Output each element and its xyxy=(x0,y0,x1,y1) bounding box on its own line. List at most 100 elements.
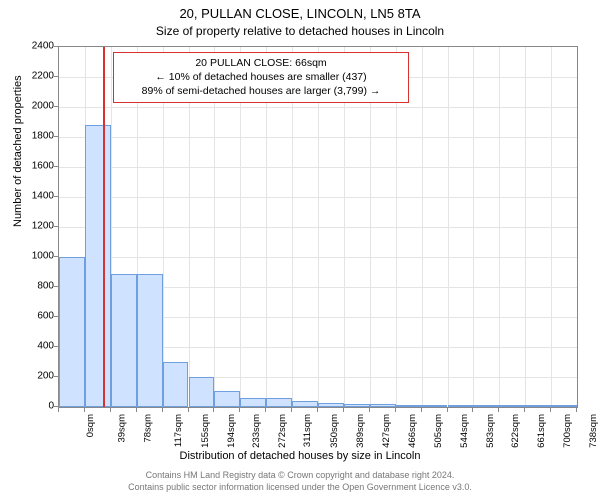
x-tick-mark xyxy=(395,408,396,412)
x-tick-label: 311sqm xyxy=(302,414,313,447)
y-tick-label: 1400 xyxy=(14,191,54,202)
y-tick-label: 1200 xyxy=(14,221,54,232)
histogram-bar xyxy=(240,398,266,407)
chart-title: 20, PULLAN CLOSE, LINCOLN, LN5 8TA xyxy=(0,6,600,21)
footer-line-2: Contains public sector information licen… xyxy=(0,482,600,494)
y-tick-label: 200 xyxy=(14,371,54,382)
x-tick-label: 661sqm xyxy=(536,414,547,448)
x-tick-label: 505sqm xyxy=(433,414,444,448)
y-tick-mark xyxy=(54,376,58,377)
x-tick-mark xyxy=(524,408,525,412)
x-tick-mark xyxy=(472,408,473,412)
annotation-line-2: ← 10% of detached houses are smaller (43… xyxy=(122,70,400,84)
y-tick-mark xyxy=(54,76,58,77)
y-tick-mark xyxy=(54,46,58,47)
x-tick-label: 583sqm xyxy=(484,414,495,448)
footer: Contains HM Land Registry data © Crown c… xyxy=(0,470,600,493)
chart-subtitle: Size of property relative to detached ho… xyxy=(0,24,600,38)
histogram-bar xyxy=(163,362,189,407)
y-tick-mark xyxy=(54,226,58,227)
x-tick-mark xyxy=(498,408,499,412)
x-tick-mark xyxy=(162,408,163,412)
histogram-bar xyxy=(137,274,163,408)
x-tick-label: 544sqm xyxy=(458,414,469,448)
histogram-bar xyxy=(396,405,422,407)
y-tick-label: 800 xyxy=(14,281,54,292)
x-tick-mark xyxy=(369,408,370,412)
histogram-bar xyxy=(525,405,551,407)
x-tick-mark xyxy=(550,408,551,412)
x-tick-label: 700sqm xyxy=(562,414,573,448)
x-tick-mark xyxy=(576,408,577,412)
gridline-v xyxy=(525,47,526,407)
y-tick-label: 0 xyxy=(14,401,54,412)
annotation-line-1: 20 PULLAN CLOSE: 66sqm xyxy=(122,56,400,70)
x-tick-label: 272sqm xyxy=(277,414,288,448)
histogram-bar xyxy=(344,404,370,407)
plot-area: 20 PULLAN CLOSE: 66sqm ← 10% of detached… xyxy=(58,46,578,408)
histogram-bar xyxy=(85,125,111,407)
y-axis-title: Number of detached properties xyxy=(12,75,24,227)
histogram-bar xyxy=(499,405,525,407)
x-tick-label: 389sqm xyxy=(355,414,366,448)
x-tick-label: 117sqm xyxy=(173,414,184,447)
x-tick-label: 233sqm xyxy=(251,414,262,448)
histogram-bar xyxy=(448,405,474,407)
x-tick-mark xyxy=(317,408,318,412)
histogram-bar xyxy=(551,405,577,407)
gridline-v xyxy=(448,47,449,407)
x-tick-label: 738sqm xyxy=(588,414,599,448)
y-tick-label: 2000 xyxy=(14,101,54,112)
y-tick-mark xyxy=(54,256,58,257)
x-tick-mark xyxy=(343,408,344,412)
histogram-bar xyxy=(59,257,85,407)
chart-container: 20, PULLAN CLOSE, LINCOLN, LN5 8TA Size … xyxy=(0,0,600,500)
y-tick-mark xyxy=(54,406,58,407)
y-tick-mark xyxy=(54,166,58,167)
x-tick-mark xyxy=(291,408,292,412)
x-tick-label: 155sqm xyxy=(199,414,210,448)
y-tick-label: 1000 xyxy=(14,251,54,262)
y-tick-label: 2400 xyxy=(14,41,54,52)
y-tick-label: 2200 xyxy=(14,71,54,82)
x-tick-mark xyxy=(58,408,59,412)
y-tick-label: 600 xyxy=(14,311,54,322)
x-tick-mark xyxy=(265,408,266,412)
x-tick-mark xyxy=(188,408,189,412)
gridline-v xyxy=(499,47,500,407)
histogram-bar xyxy=(111,274,137,408)
y-tick-mark xyxy=(54,196,58,197)
x-axis-title: Distribution of detached houses by size … xyxy=(0,450,600,462)
x-tick-label: 39sqm xyxy=(116,414,127,443)
x-tick-mark xyxy=(447,408,448,412)
x-tick-mark xyxy=(239,408,240,412)
x-tick-mark xyxy=(110,408,111,412)
histogram-bar xyxy=(292,401,318,407)
histogram-bar xyxy=(189,377,215,407)
x-tick-label: 350sqm xyxy=(329,414,340,448)
x-tick-label: 622sqm xyxy=(510,414,521,448)
gridline-v xyxy=(473,47,474,407)
x-tick-label: 0sqm xyxy=(85,414,96,437)
x-tick-label: 78sqm xyxy=(142,414,153,443)
x-tick-label: 427sqm xyxy=(381,414,392,448)
property-marker-line xyxy=(103,47,105,407)
x-tick-mark xyxy=(421,408,422,412)
x-tick-label: 194sqm xyxy=(225,414,236,448)
x-tick-label: 466sqm xyxy=(407,414,418,448)
gridline-v xyxy=(422,47,423,407)
y-tick-mark xyxy=(54,346,58,347)
y-tick-label: 1600 xyxy=(14,161,54,172)
footer-line-1: Contains HM Land Registry data © Crown c… xyxy=(0,470,600,482)
y-tick-mark xyxy=(54,286,58,287)
histogram-bar xyxy=(473,405,499,407)
annotation-box: 20 PULLAN CLOSE: 66sqm ← 10% of detached… xyxy=(113,52,409,103)
y-tick-label: 400 xyxy=(14,341,54,352)
histogram-bar xyxy=(370,404,396,407)
y-tick-mark xyxy=(54,136,58,137)
y-tick-label: 1800 xyxy=(14,131,54,142)
x-tick-mark xyxy=(136,408,137,412)
y-tick-mark xyxy=(54,316,58,317)
y-tick-mark xyxy=(54,106,58,107)
histogram-bar xyxy=(266,398,292,407)
